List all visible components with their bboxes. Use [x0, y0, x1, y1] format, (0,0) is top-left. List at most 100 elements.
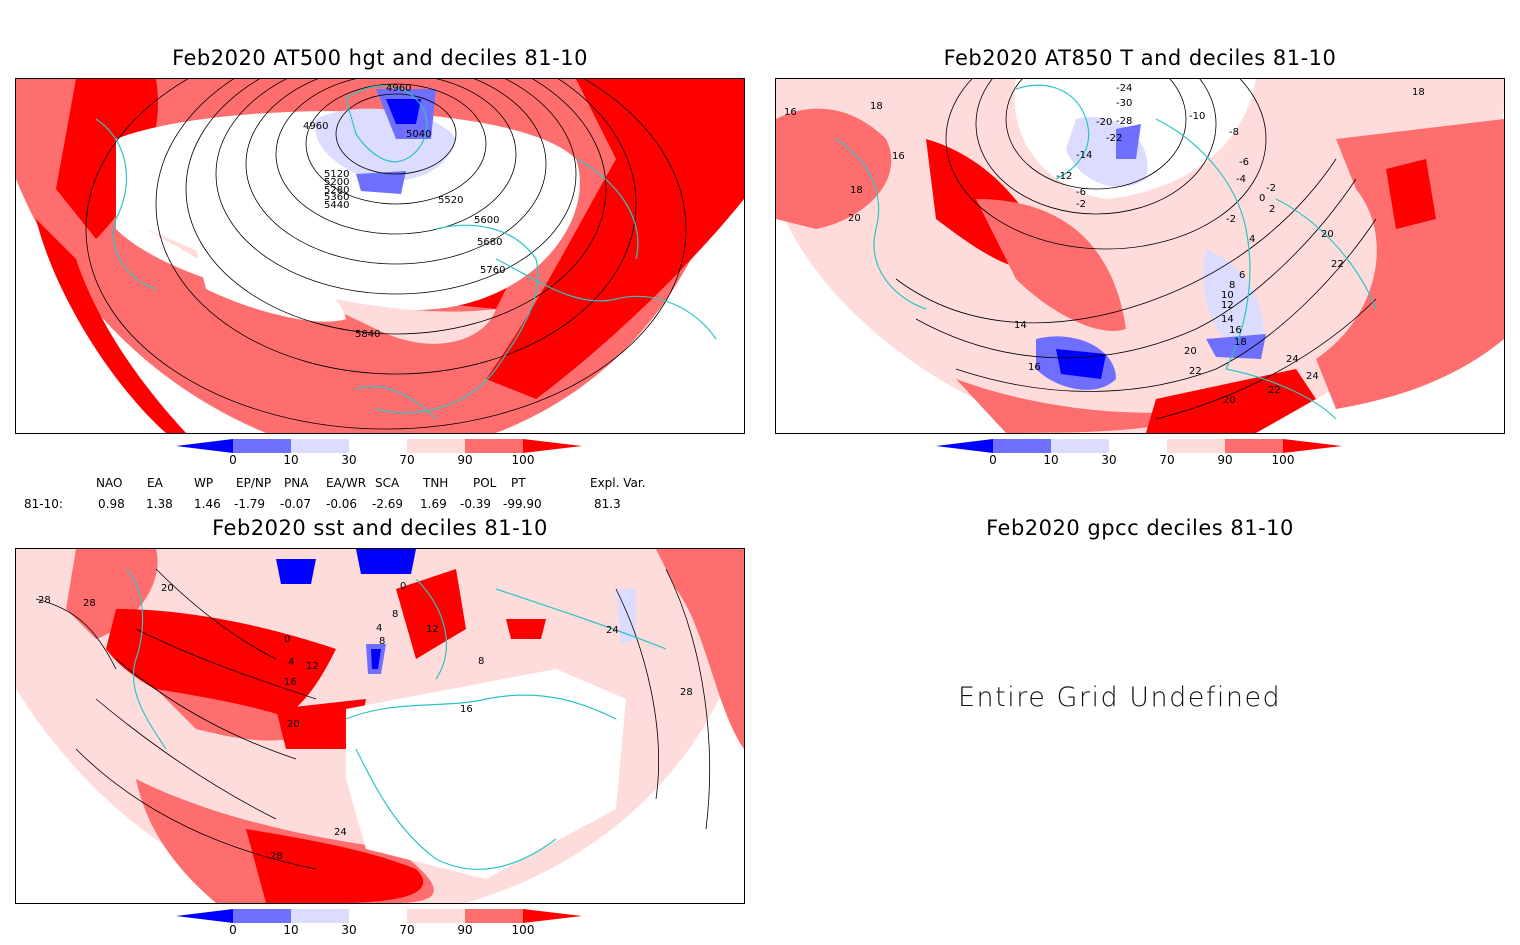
p3-label-12-e: 12 [426, 624, 439, 635]
p2-label-22-mid: 22 [1189, 366, 1202, 377]
p2-label-m30: -30 [1116, 98, 1132, 109]
p2-label-m2a: -2 [1076, 199, 1086, 210]
p1-label-5840: 5840 [355, 329, 380, 340]
cb1-label-90: 90 [457, 453, 473, 467]
p3-label-4-b: 4 [376, 623, 382, 634]
p2-label-18-b: 18 [850, 185, 863, 196]
p3-label-28-b: 28 [83, 598, 96, 609]
cb3-label-90: 90 [457, 923, 473, 937]
p2-label-18-a: 18 [870, 101, 883, 112]
cb2-label-70: 70 [1159, 453, 1175, 467]
panel4-title: Feb2020 gpcc deciles 81-10 [986, 516, 1294, 540]
idx-value-wp: 1.46 [194, 497, 221, 511]
p1-label-4960-a: 4960 [386, 83, 411, 94]
panel2-title: Feb2020 AT850 T and deciles 81-10 [943, 46, 1337, 70]
p2-label-24-b: 24 [1306, 371, 1319, 382]
p3-label-24-s: 24 [334, 827, 347, 838]
cb3-label-30: 30 [341, 923, 357, 937]
p3-label-20: 20 [287, 719, 300, 730]
cb3-label-100: 100 [511, 923, 535, 937]
p2-label-0: 0 [1259, 193, 1265, 204]
p1-label-5280: 5280 [324, 185, 349, 196]
colorbar-panel3: 0 10 30 70 90 100 [172, 909, 592, 945]
p2-label-m24: -24 [1116, 83, 1132, 94]
idx-header-tnh: TNH [423, 476, 449, 490]
cb2-label-30: 30 [1101, 453, 1117, 467]
cb1-label-30: 30 [341, 453, 357, 467]
p3-label-16: 16 [284, 677, 297, 688]
cb2-label-100: 100 [1271, 453, 1295, 467]
idx-header-wp: WP [194, 476, 214, 490]
p3-label-8-a: 8 [379, 636, 385, 647]
p3-label-0-b: 0 [400, 581, 406, 592]
p1-label-5760: 5760 [480, 265, 505, 276]
p2-label-20-b: 20 [1223, 395, 1236, 406]
p2-label-14: 14 [1221, 314, 1234, 325]
p2-label-m6a: -6 [1239, 157, 1249, 168]
p2-label-14-mid: 14 [1014, 320, 1027, 331]
p1-label-5440: 5440 [324, 200, 349, 211]
cb1-label-70: 70 [399, 453, 415, 467]
cb1-label-0: 0 [229, 453, 237, 467]
cb1-label-10: 10 [283, 453, 299, 467]
p1-label-4960-b: 4960 [303, 121, 328, 132]
p3-label-28-a: 28 [38, 595, 51, 606]
p3-label-8-e: 8 [392, 609, 398, 620]
p2-label-16-mid: 16 [1028, 362, 1041, 373]
p2-label-20: 20 [1321, 229, 1334, 240]
p3-label-28-e: 28 [680, 687, 693, 698]
colorbar-panel2: 0 10 30 70 90 100 [932, 439, 1352, 475]
p3-label-16-e: 16 [460, 704, 473, 715]
p2-label-2: 2 [1269, 204, 1275, 215]
p2-label-m14: -14 [1076, 150, 1092, 161]
p2-label-m22: -22 [1106, 133, 1122, 144]
p1-label-5680: 5680 [477, 237, 502, 248]
p3-label-24-e: 24 [606, 625, 619, 636]
cb2-label-10: 10 [1043, 453, 1059, 467]
idx-value-pt: -99.90 [503, 497, 542, 511]
p2-label-10: 10 [1221, 290, 1234, 301]
idx-value-explvar: 81.3 [594, 497, 621, 511]
p2-label-m12: -12 [1056, 171, 1072, 182]
idx-value-ea: 1.38 [146, 497, 173, 511]
idx-header-eawr: EA/WR [326, 476, 367, 490]
panel4-undefined-message: Entire Grid Undefined [958, 682, 1282, 713]
p2-label-m2b: -2 [1266, 183, 1276, 194]
p1-label-5200: 5200 [324, 177, 349, 188]
idx-value-nao: 0.98 [98, 497, 125, 511]
cb3-label-10: 10 [283, 923, 299, 937]
p1-label-5520: 5520 [438, 195, 463, 206]
p2-label-m20: -20 [1096, 117, 1112, 128]
cb2-label-0: 0 [989, 453, 997, 467]
p2-label-m4: -4 [1236, 174, 1246, 185]
p3-label-8-b: 8 [478, 656, 484, 667]
p1-label-5040: 5040 [406, 129, 431, 140]
p2-label-20-west: 20 [848, 213, 861, 224]
p2-label-16-b: 16 [892, 151, 905, 162]
p2-label-22: 22 [1331, 259, 1344, 270]
p2-label-m8: -8 [1229, 127, 1239, 138]
p2-label-4: 4 [1249, 234, 1255, 245]
p2-label-18-east: 18 [1412, 87, 1425, 98]
idx-value-pna: -0.07 [280, 497, 312, 511]
cb3-label-70: 70 [399, 923, 415, 937]
p2-label-20-mid: 20 [1184, 346, 1197, 357]
panel3-map: 28 28 20 0 4 8 4 8 12 16 20 24 28 16 12 … [15, 548, 745, 904]
p2-label-8: 8 [1229, 280, 1235, 291]
idx-header-explvar: Expl. Var. [590, 476, 646, 490]
cb1-label-100: 100 [511, 453, 535, 467]
idx-value-epnp: -1.79 [234, 497, 266, 511]
p2-label-12: 12 [1221, 300, 1234, 311]
cb2-label-90: 90 [1217, 453, 1233, 467]
p2-label-16-west: 16 [784, 107, 797, 118]
idx-header-pol: POL [473, 476, 497, 490]
p2-label-22-b: 22 [1268, 385, 1281, 396]
p2-label-m2c: -2 [1226, 214, 1236, 225]
idx-value-eawr: -0.06 [326, 497, 358, 511]
p3-label-20-n: 20 [161, 583, 174, 594]
panel1-title: Feb2020 AT500 hgt and deciles 81-10 [172, 46, 588, 70]
p3-label-12: 12 [306, 661, 319, 672]
idx-header-pna: PNA [284, 476, 309, 490]
p1-label-5360: 5360 [324, 192, 349, 203]
p2-label-m6b: -6 [1076, 187, 1086, 198]
